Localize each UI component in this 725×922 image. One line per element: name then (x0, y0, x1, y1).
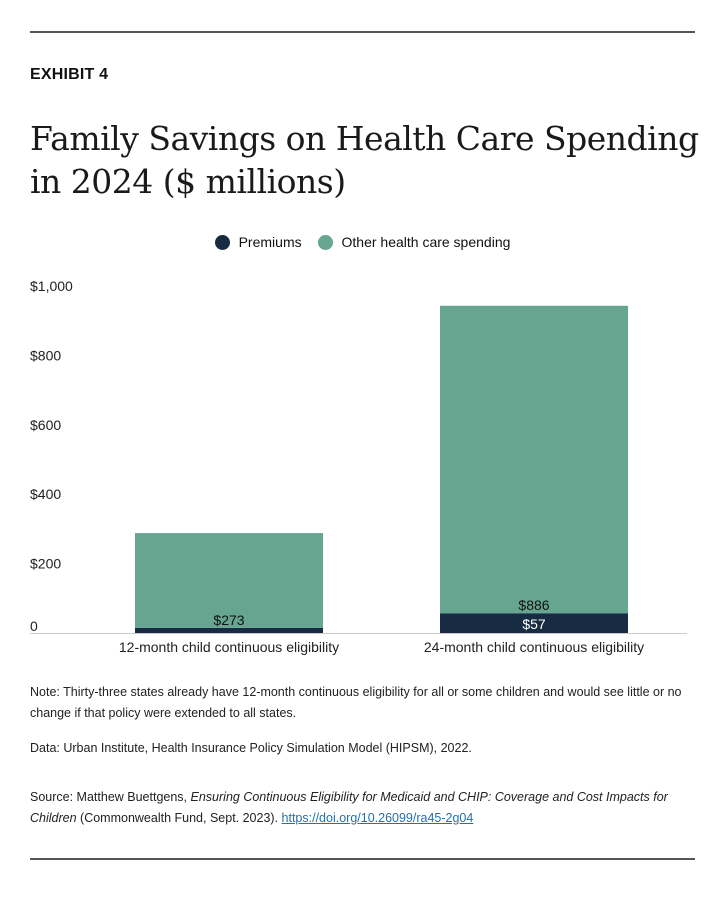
y-tick-label: $800 (30, 347, 61, 363)
legend-swatch-premiums (214, 234, 230, 250)
source-prefix: Source: Matthew Buettgens, (30, 790, 191, 804)
bar-segment-premiums (440, 613, 628, 633)
source-suffix: (Commonwealth Fund, Sept. 2023). (76, 811, 282, 825)
legend-item-premiums: Premiums (214, 234, 302, 250)
y-tick-label: $600 (30, 417, 61, 433)
bar-segment-other (135, 533, 323, 628)
x-tick-label: 12-month child continuous eligibility (119, 639, 339, 655)
source-title: Ensuring Continuous Eligibility for Medi… (30, 790, 668, 825)
note-text: Note: Thirty-three states already have 1… (30, 685, 682, 720)
data-label-other: $273 (213, 612, 244, 628)
source-link[interactable]: https://doi.org/10.26099/ra45-2g04 (281, 811, 474, 825)
bar-segment-premiums (135, 627, 323, 633)
legend-item-other: Other health care spending (317, 234, 511, 250)
bottom-rule (30, 858, 695, 860)
legend-swatch-other (317, 234, 333, 250)
legend-label: Premiums (238, 234, 302, 250)
y-tick-label: $200 (30, 556, 61, 572)
exhibit-label: EXHIBIT 4 (30, 66, 109, 83)
bar-segment-other (440, 305, 628, 614)
chart-title: Family Savings on Health Care Spending i… (30, 119, 699, 201)
data-text: Data: Urban Institute, Health Insurance … (30, 741, 472, 755)
source-text: Source: Matthew Buettgens, Ensuring Cont… (30, 787, 700, 829)
data-label-other: $886 (518, 597, 549, 613)
bar-chart: 0 $200 $400 $600 $800 $1,000 $273 12-month chil… (30, 278, 687, 655)
y-tick-label: $1,000 (30, 278, 73, 294)
y-tick-label: 0 (30, 618, 38, 634)
data-label-premiums: $57 (522, 616, 546, 632)
y-tick-label: $400 (30, 486, 61, 502)
legend-label: Other health care spending (341, 234, 511, 250)
top-rule (30, 31, 695, 33)
legend: Premiums Other health care spending (0, 234, 725, 253)
x-tick-label: 24-month child continuous eligibility (424, 639, 644, 655)
